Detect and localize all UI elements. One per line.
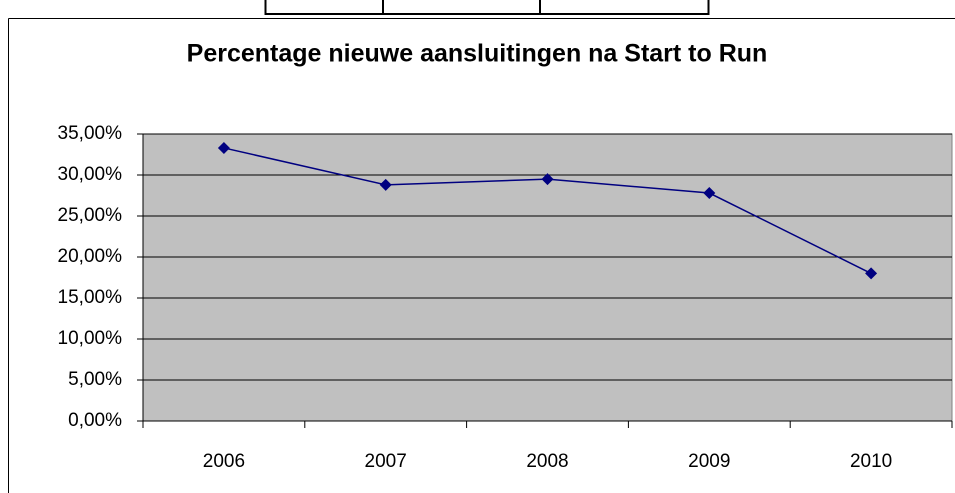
y-tick-label: 25,00% bbox=[58, 205, 123, 226]
y-tick-label: 15,00% bbox=[58, 287, 123, 308]
data-point bbox=[217, 141, 230, 154]
y-tick-label: 20,00% bbox=[58, 246, 123, 267]
y-tick-label: 5,00% bbox=[68, 369, 122, 390]
data-point bbox=[865, 267, 878, 280]
table-fragment bbox=[264, 0, 710, 15]
y-tick-label: 30,00% bbox=[58, 164, 123, 185]
y-tick-label: 10,00% bbox=[58, 328, 123, 349]
data-point bbox=[541, 173, 554, 186]
x-tick-label: 2006 bbox=[203, 451, 245, 472]
x-tick-label: 2009 bbox=[688, 451, 730, 472]
x-tick-label: 2008 bbox=[526, 451, 568, 472]
x-tick-label: 2010 bbox=[850, 451, 892, 472]
chart-title: Percentage nieuwe aansluitingen na Start… bbox=[187, 40, 768, 68]
x-tick-label: 2007 bbox=[365, 451, 407, 472]
y-tick-label: 0,00% bbox=[68, 410, 122, 431]
data-point bbox=[703, 187, 716, 200]
y-tick-label: 35,00% bbox=[58, 123, 123, 144]
data-point bbox=[379, 178, 392, 191]
